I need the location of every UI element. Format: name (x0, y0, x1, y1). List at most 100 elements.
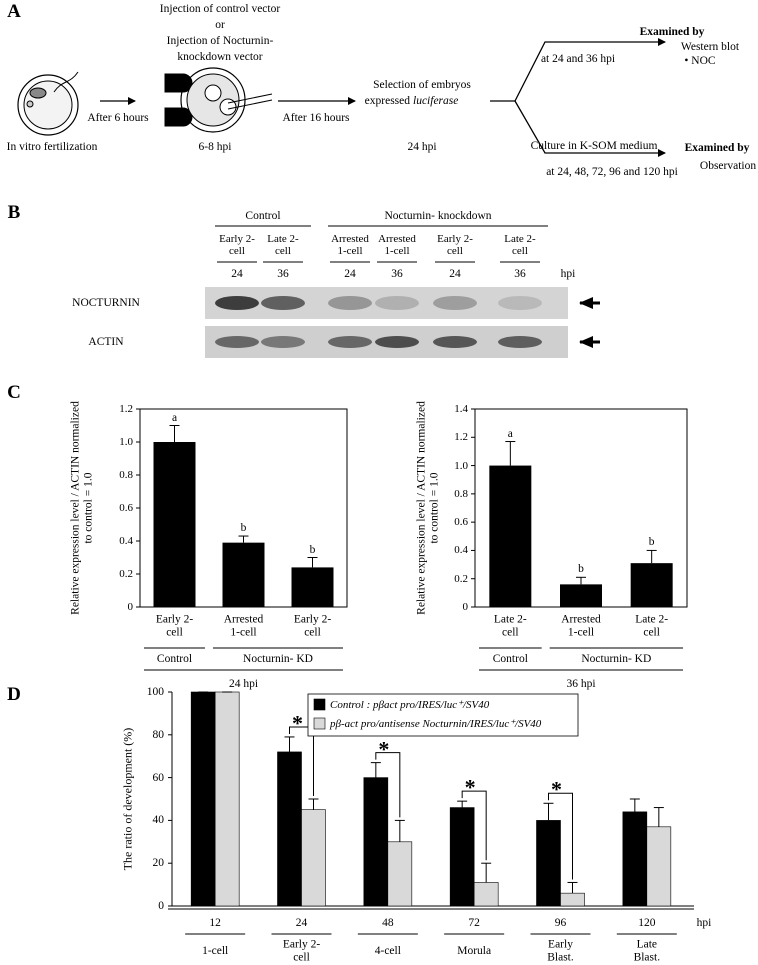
step-label: 24 hpi (407, 140, 437, 153)
examined-label: Examined by (639, 25, 705, 38)
y-tick-label: 0 (158, 899, 164, 912)
selection-text: expressed (364, 94, 410, 107)
blot-band (433, 296, 477, 310)
branch-label: at 24 and 36 hpi (540, 52, 616, 65)
step-label: 6-8 hpi (198, 140, 232, 153)
bar (560, 584, 602, 607)
blot-band (375, 296, 419, 310)
error-bar (457, 800, 468, 808)
blot-band (215, 336, 259, 348)
panel-label: A (7, 1, 21, 22)
significance-bracket (461, 790, 487, 861)
x-tick-label: 96 (554, 916, 567, 929)
legend-swatch (313, 698, 326, 711)
error-bar (169, 425, 180, 442)
bar (190, 691, 216, 907)
stage-label: Early 2-cell (282, 938, 321, 964)
legend-box (307, 693, 579, 737)
x-tick-label: 120 (638, 916, 656, 929)
blot-band (328, 336, 372, 348)
error-bar (284, 736, 295, 752)
significance-letter: b (240, 521, 247, 534)
error-bar (505, 441, 516, 466)
blot-lane-label: Arrested 1-cell (331, 233, 369, 257)
y-axis-label: The ratio of development (%) (120, 727, 135, 871)
x-tick-label: 12 (209, 916, 221, 929)
bar (363, 777, 389, 907)
blot-time-label: 36 (277, 267, 289, 280)
x-unit-label: hpi (696, 916, 712, 929)
blot-band (261, 336, 305, 348)
blot-time-label: 24 (231, 267, 243, 280)
y-tick-label: 0.8 (119, 469, 133, 481)
significance-letter: b (578, 563, 584, 576)
branch-label: at 24, 48, 72, 96 and 120 hpi (546, 165, 678, 178)
error-bar (481, 862, 492, 883)
error-bar (653, 807, 664, 827)
group-label: Nocturnin- KD (243, 652, 313, 665)
y-tick-label: 100 (146, 685, 164, 698)
injection-text: knockdown vector (177, 50, 263, 63)
significance-marker: * (292, 710, 303, 736)
y-axis-label: Relative expression level / ACTIN normal… (69, 401, 95, 615)
panel-label: C (7, 382, 21, 403)
selection-text: luciferase (413, 94, 459, 107)
y-tick-label: 0.4 (454, 544, 468, 557)
y-tick-label: 0.8 (454, 487, 468, 500)
stage-label: 4-cell (374, 944, 401, 957)
significance-bracket (375, 752, 401, 818)
x-tick-label: Early 2-cell (293, 613, 332, 639)
injection-text: or (215, 18, 225, 31)
blot-time-label: 24 (344, 267, 356, 280)
panel-label: D (7, 684, 21, 705)
injection-text: Injection of control vector (159, 2, 281, 15)
y-tick-label: 0.2 (454, 572, 468, 585)
bar (560, 892, 585, 907)
examined-label: Examined by (684, 141, 750, 154)
y-tick-label: 60 (152, 771, 165, 784)
panel-label: B (7, 202, 21, 223)
x-tick-label: 24 (295, 916, 308, 929)
error-bar (567, 881, 578, 894)
x-tick-label: 48 (382, 916, 394, 929)
bar (387, 841, 413, 907)
y-tick-label: 1.2 (454, 431, 468, 444)
stage-label: Late Blast. (633, 938, 661, 964)
bar (489, 465, 532, 607)
significance-letter: a (171, 411, 178, 424)
bar (622, 811, 648, 907)
blot-lane-label: Late 2-cell (267, 233, 299, 257)
y-tick-label: 40 (152, 814, 165, 827)
arrow-label: After 16 hours (282, 111, 350, 124)
bar (449, 807, 475, 907)
egg-fertilization (17, 71, 79, 136)
y-tick-label: 0.4 (119, 535, 133, 547)
significance-marker: * (378, 736, 390, 762)
error-bar (394, 819, 405, 842)
y-tick-label: 0 (127, 601, 134, 613)
legend-swatch (313, 717, 326, 730)
method-label: Western blot (680, 40, 740, 53)
group-label: Nocturnin- KD (581, 652, 652, 665)
error-bar (576, 576, 586, 585)
blot-band (498, 296, 542, 310)
y-tick-label: 1.2 (119, 403, 133, 415)
bar (301, 809, 326, 907)
group-label: Control (492, 652, 528, 665)
error-bar (370, 762, 381, 778)
bar (214, 691, 240, 907)
y-tick-label: 80 (152, 728, 165, 741)
step-label: In vitro fertilization (6, 140, 98, 153)
y-tick-label: 1.0 (119, 436, 133, 448)
group-label: Control (156, 652, 193, 665)
error-bar (646, 549, 657, 564)
stage-label: Early Blast. (547, 938, 574, 964)
error-bar (307, 557, 318, 568)
error-bar (238, 535, 249, 543)
blot-time-label: 36 (391, 267, 403, 280)
blot-lane-label: Late 2-cell (504, 233, 536, 257)
blot-lane-label: Early 2-cell (437, 233, 473, 257)
selection-text: Selection of embryos (373, 78, 471, 91)
